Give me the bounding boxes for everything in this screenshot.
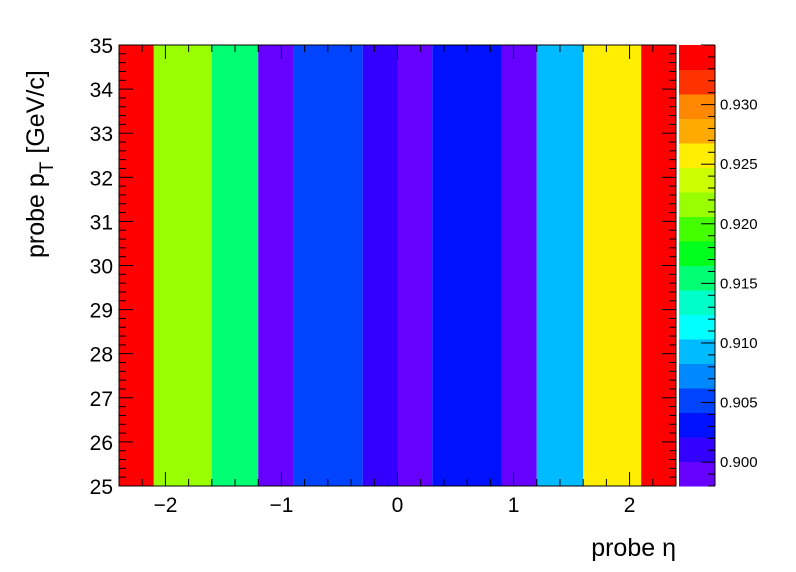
y-axis-title-sub: T xyxy=(37,161,58,173)
palette-band xyxy=(679,167,715,193)
palette-band xyxy=(679,241,715,266)
heatmap-cells xyxy=(119,45,676,486)
svg-text:probe pT[GeV/c]: probe pT [GeV/c] xyxy=(22,70,58,258)
y-tick-label: 30 xyxy=(90,256,113,279)
x-tick-label: −2 xyxy=(153,494,177,517)
palette-tick-label: 0.930 xyxy=(720,97,758,114)
palette-band xyxy=(679,118,715,144)
palette-tick-label: 0.910 xyxy=(720,335,758,352)
y-tick-label: 25 xyxy=(90,476,113,499)
x-tick-label: 0 xyxy=(392,494,404,517)
palette-band xyxy=(679,94,715,119)
palette-band xyxy=(679,216,715,242)
y-tick-label: 29 xyxy=(90,300,113,323)
x-tick-label: 2 xyxy=(624,494,636,517)
palette-tick-label: 0.905 xyxy=(720,395,758,412)
y-tick-label: 33 xyxy=(90,123,113,146)
palette-axis: 0.900 0.905 0.910 0.915 0.920 0.925 0.930 xyxy=(701,44,758,487)
heatmap-cell xyxy=(536,45,584,486)
y-tick-label: 31 xyxy=(90,211,113,234)
color-palette xyxy=(679,45,715,487)
y-tick-label: 35 xyxy=(90,35,113,58)
palette-tick-label: 0.920 xyxy=(720,216,758,233)
palette-band xyxy=(679,265,715,291)
y-axis-title-unit: [GeV/c] xyxy=(22,70,50,153)
y-tick-label: 27 xyxy=(90,388,113,411)
x-tick-label: −1 xyxy=(269,494,293,517)
heatmap-cell xyxy=(432,45,502,486)
palette-band xyxy=(679,388,715,413)
heatmap-cell xyxy=(258,45,294,486)
palette-band xyxy=(679,290,715,315)
palette-band xyxy=(679,192,715,217)
palette-tick-label: 0.925 xyxy=(720,156,758,173)
y-tick-label: 32 xyxy=(90,167,113,190)
palette-band xyxy=(679,412,715,438)
heatmap-cell xyxy=(583,45,642,486)
x-axis-title: probe η xyxy=(591,534,676,562)
heatmap-cell xyxy=(397,45,433,486)
y-axis-title: probe pT [GeV/c] xyxy=(22,70,58,258)
y-tick-label: 34 xyxy=(90,79,114,102)
palette-band xyxy=(679,69,715,95)
palette-tick-label: 0.900 xyxy=(720,454,758,471)
x-axis: −2 −1 0 1 2 xyxy=(118,45,677,517)
heatmap-cell xyxy=(362,45,398,486)
palette-tick-label: 0.915 xyxy=(720,275,758,292)
palette-band xyxy=(679,437,715,462)
x-tick-label: 1 xyxy=(508,494,520,517)
heatmap-cell xyxy=(211,45,259,486)
y-tick-label: 28 xyxy=(90,344,113,367)
y-axis-title-main: probe p xyxy=(22,173,50,258)
heatmap-cell xyxy=(501,45,537,486)
palette-band xyxy=(679,363,715,389)
palette-band xyxy=(679,45,715,70)
y-tick-label: 26 xyxy=(90,432,113,455)
heatmap-cell xyxy=(153,45,212,486)
heatmap-cell xyxy=(293,45,363,486)
palette-band xyxy=(679,314,715,340)
y-axis: 25 26 27 28 29 30 31 32 33 34 35 xyxy=(90,35,676,499)
